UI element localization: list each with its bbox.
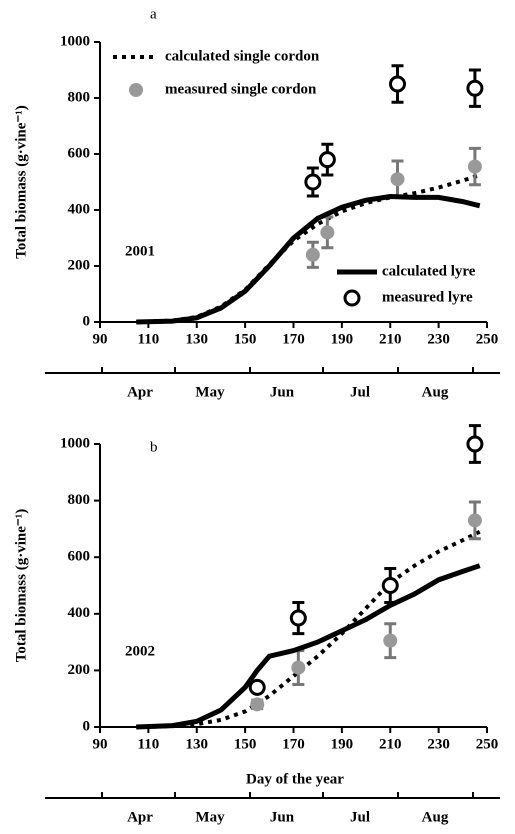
month-label: Apr	[127, 384, 153, 400]
x-tick-label: 250	[476, 331, 499, 347]
y-tick-label: 0	[83, 718, 91, 734]
legend-label: calculated single cordon	[165, 48, 320, 64]
point	[304, 173, 322, 191]
month-label: Apr	[127, 809, 153, 825]
y-tick-label: 1000	[60, 33, 90, 49]
y-tick-label: 1000	[60, 435, 90, 451]
point	[383, 633, 398, 648]
month-label: Jun	[270, 809, 295, 825]
point	[305, 247, 320, 262]
month-label: Jun	[270, 384, 295, 400]
month-label: Aug	[422, 809, 449, 825]
legend-symbol	[129, 83, 143, 97]
month-label: Jul	[350, 384, 370, 400]
point	[466, 79, 484, 97]
point	[467, 159, 482, 174]
point	[248, 678, 266, 696]
month-label: May	[195, 809, 225, 825]
y-tick-label: 400	[68, 605, 91, 621]
series-line	[136, 194, 481, 325]
month-label: Jul	[350, 809, 370, 825]
y-tick-label: 0	[83, 313, 91, 329]
legend-symbol	[343, 289, 361, 307]
year-label: 2002	[125, 643, 155, 659]
y-tick-label: 200	[68, 257, 91, 273]
x-tick-label: 90	[93, 736, 108, 752]
month-label: May	[195, 384, 225, 400]
y-tick-label: 400	[68, 201, 91, 217]
x-tick-label: 130	[186, 331, 209, 347]
x-tick-label: 110	[138, 331, 160, 347]
y-axis-label: Total biomass (g·vine⁻¹)	[13, 105, 29, 259]
point	[318, 151, 336, 169]
legend-label: measured single cordon	[165, 81, 317, 97]
y-tick-label: 600	[68, 549, 91, 565]
point	[289, 609, 307, 627]
point	[467, 513, 482, 528]
point	[389, 75, 407, 93]
panel-label: b	[150, 439, 158, 455]
x-tick-label: 210	[379, 331, 402, 347]
month-label: Aug	[422, 384, 449, 400]
x-tick-label: 210	[379, 736, 402, 752]
x-tick-label: 150	[234, 736, 257, 752]
legend-label: measured lyre	[382, 289, 473, 305]
series-line	[136, 563, 481, 730]
x-axis-label: Day of the year	[246, 771, 344, 787]
panel-label: a	[150, 6, 157, 22]
y-tick-label: 800	[68, 89, 91, 105]
x-tick-label: 230	[427, 331, 450, 347]
x-tick-label: 190	[331, 736, 354, 752]
point	[291, 660, 306, 675]
year-label: 2001	[125, 243, 155, 259]
y-tick-label: 600	[68, 145, 91, 161]
x-tick-label: 90	[93, 331, 108, 347]
y-tick-label: 800	[68, 492, 91, 508]
series-line	[136, 173, 481, 324]
point	[390, 172, 405, 187]
point	[466, 435, 484, 453]
series-line	[136, 529, 481, 729]
point	[250, 697, 265, 712]
y-tick-label: 200	[68, 662, 91, 678]
point	[320, 225, 335, 240]
x-tick-label: 230	[427, 736, 450, 752]
point	[381, 577, 399, 594]
legend-label: calculated lyre	[382, 263, 476, 279]
x-tick-label: 130	[186, 736, 209, 752]
x-tick-label: 170	[282, 331, 305, 347]
x-tick-label: 250	[476, 736, 499, 752]
x-tick-label: 170	[282, 736, 305, 752]
x-tick-label: 110	[138, 736, 160, 752]
x-tick-label: 190	[331, 331, 354, 347]
y-axis-label: Total biomass (g·vine⁻¹)	[13, 509, 29, 663]
x-tick-label: 150	[234, 331, 257, 347]
